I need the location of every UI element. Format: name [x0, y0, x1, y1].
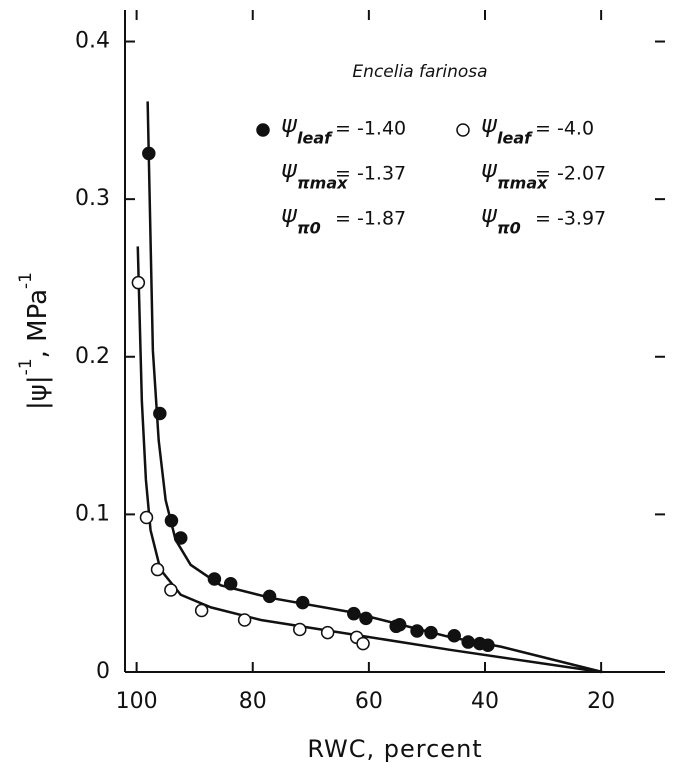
data-point — [424, 625, 438, 640]
data-point — [262, 589, 277, 604]
legend-marker — [456, 123, 470, 137]
data-point — [410, 624, 424, 638]
legend-subscript: π0 — [497, 219, 521, 238]
data-point — [293, 622, 307, 637]
x-tick-label: 60 — [355, 689, 383, 714]
data-point — [320, 625, 335, 640]
x-axis-label: RWC, percent — [307, 735, 482, 763]
y-label-exp: -1 — [16, 272, 36, 289]
legend-subscript: πmax — [497, 174, 548, 193]
x-tick-label: 40 — [471, 689, 499, 714]
data-point — [173, 531, 188, 545]
data-point — [461, 635, 475, 649]
y-tick-label: 0.3 — [75, 186, 110, 211]
legend-value: = -2.07 — [535, 163, 606, 185]
legend-symbol: ψ — [281, 110, 298, 138]
data-point — [131, 275, 146, 290]
data-point — [481, 638, 495, 652]
x-tick-label: 100 — [116, 689, 158, 714]
data-point — [207, 572, 222, 586]
x-tick-label: 20 — [587, 689, 615, 714]
y-axis-label: |ψ|-1, MPa-1 — [16, 272, 53, 410]
legend-value: = -4.0 — [535, 118, 594, 140]
legend-value: = -1.87 — [335, 208, 406, 230]
data-point — [347, 606, 361, 621]
data-point — [223, 576, 238, 591]
y-label-exp: -1 — [16, 358, 36, 375]
y-tick-label: 0.1 — [75, 501, 110, 526]
legend-value: = -1.37 — [335, 163, 406, 185]
data-point — [359, 611, 373, 626]
legend-subscript: πmax — [297, 174, 348, 193]
legend-symbol: ψ — [481, 155, 498, 183]
legend-symbol: ψ — [481, 200, 498, 228]
legend-symbol: ψ — [281, 155, 298, 183]
y-tick-label: 0.4 — [75, 29, 110, 54]
data-point — [237, 613, 252, 627]
data-point — [356, 636, 370, 651]
data-point — [164, 513, 179, 528]
data-point — [164, 583, 178, 597]
legend-subscript: leaf — [497, 129, 533, 148]
data-point — [194, 603, 209, 618]
legend-value: = -3.97 — [535, 208, 606, 230]
data-point — [142, 146, 156, 161]
y-tick-label: 0 — [96, 659, 110, 684]
data-point — [139, 510, 154, 525]
data-point — [447, 628, 461, 643]
legend-symbol: ψ — [281, 200, 298, 228]
fit-curve — [136, 246, 602, 674]
data-point — [295, 595, 310, 610]
legend-symbol: ψ — [481, 110, 498, 138]
legend-marker — [256, 123, 270, 137]
x-tick-label: 80 — [239, 689, 267, 714]
y-tick-label: 0.2 — [75, 344, 110, 369]
legend-subscript: π0 — [297, 219, 321, 238]
data-point — [150, 562, 165, 577]
legend-value: = -1.40 — [335, 118, 406, 140]
y-label-main: |ψ| — [23, 375, 53, 410]
data-point — [392, 617, 407, 632]
chart-title: Encelia farinosa — [352, 62, 487, 82]
legend-subscript: leaf — [297, 129, 333, 148]
data-point — [153, 406, 167, 421]
y-label-unit: , MPa — [23, 289, 53, 358]
